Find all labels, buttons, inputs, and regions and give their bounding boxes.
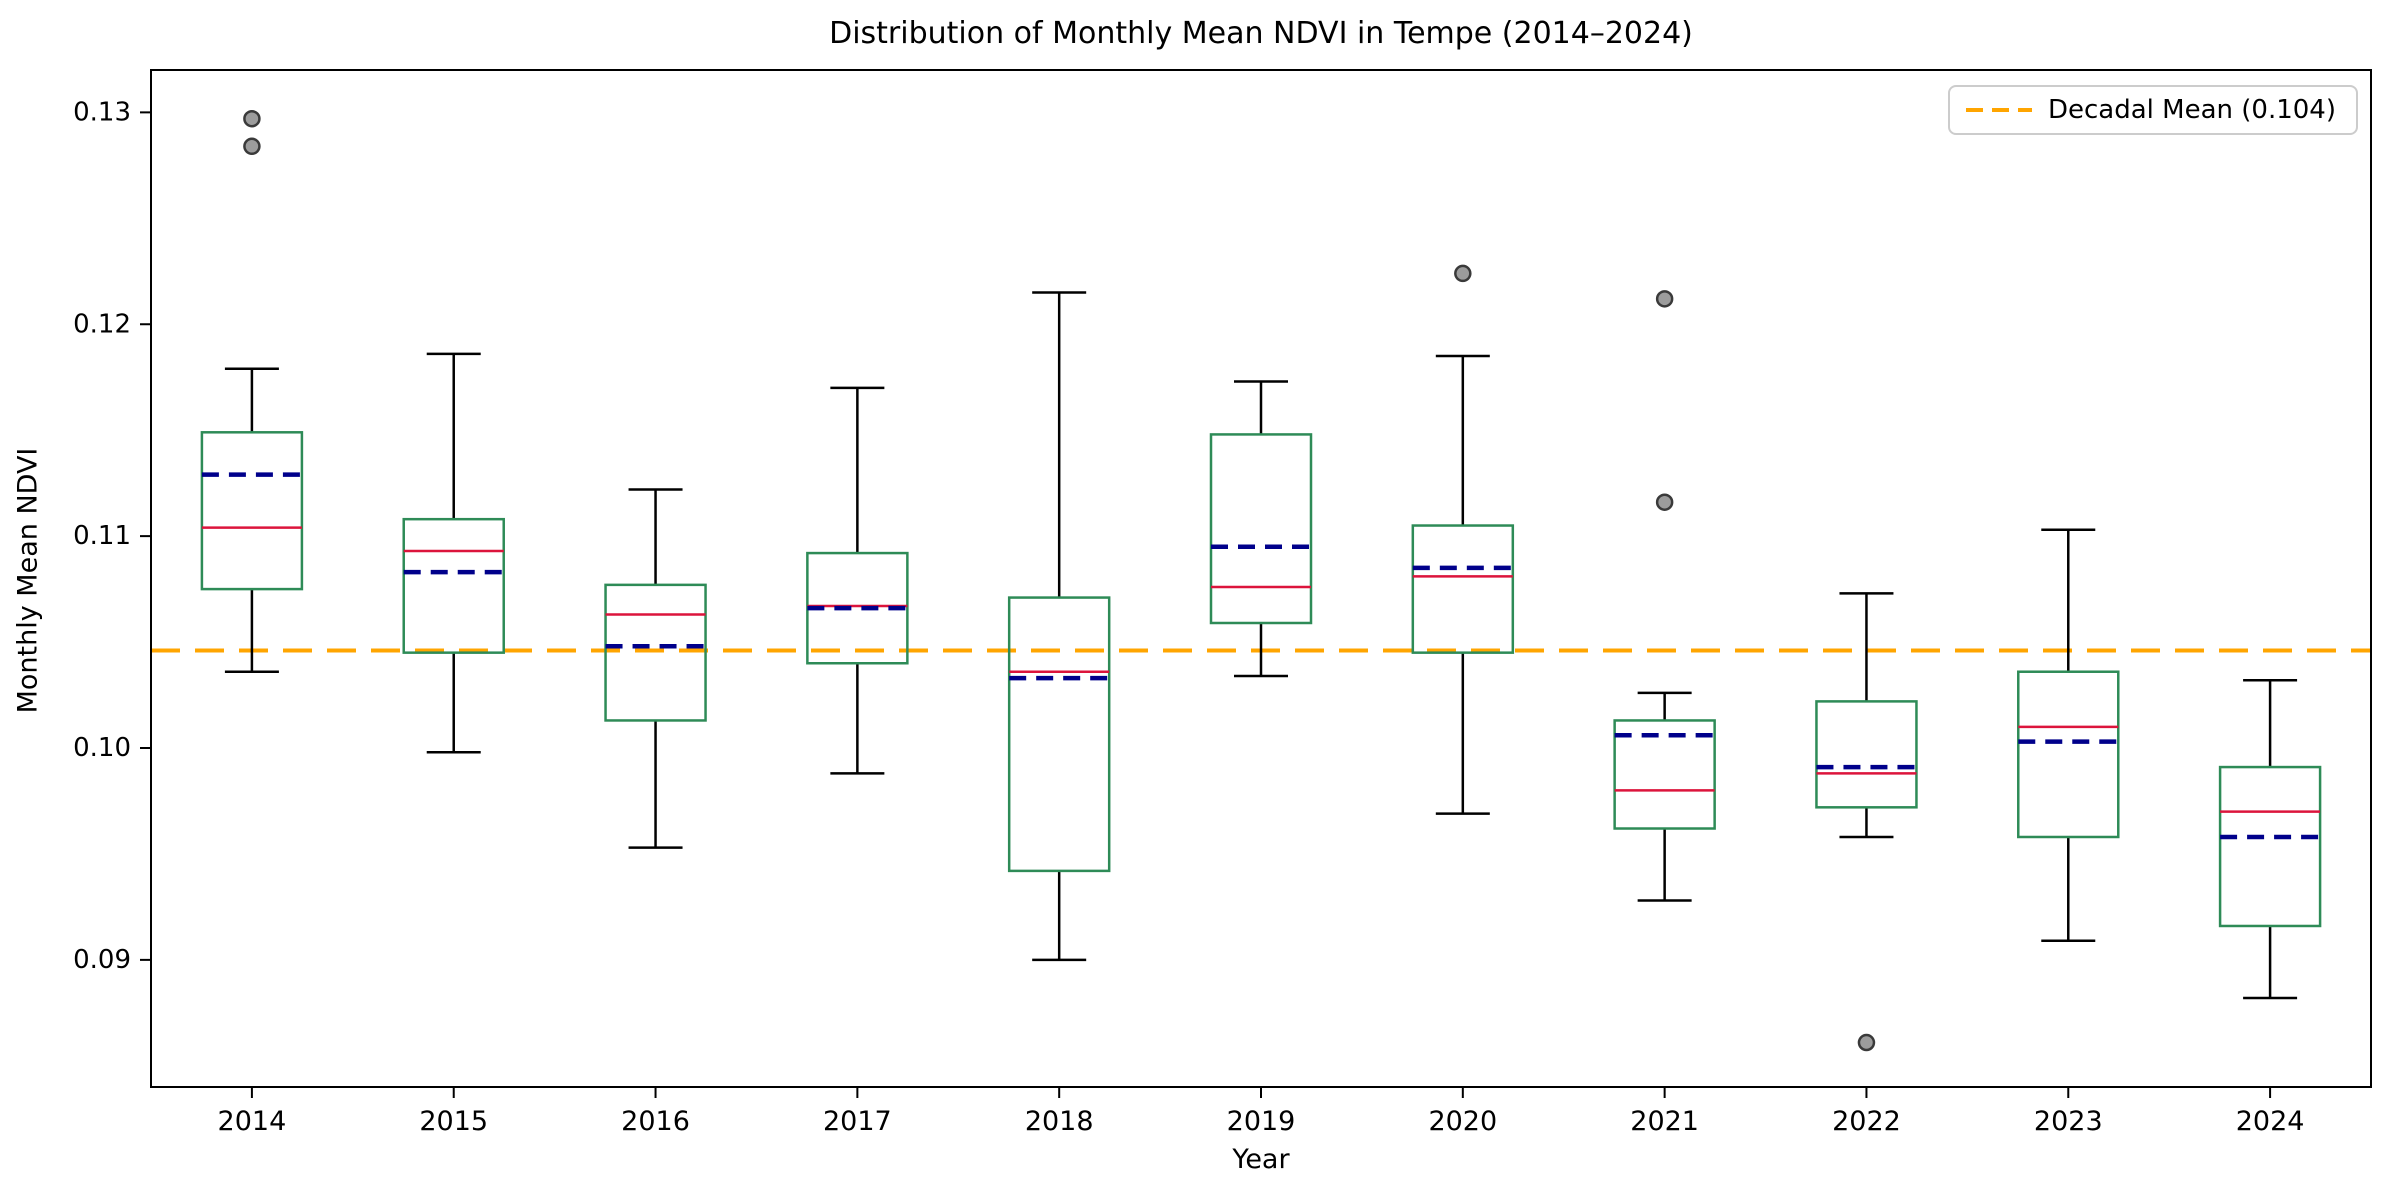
x-tick-label-2018: 2018	[1025, 1106, 1094, 1137]
legend-dash-sample-icon	[1966, 108, 2032, 112]
y-tick-label-0.09: 0.09	[73, 945, 131, 975]
outlier-2014-0	[243, 137, 261, 156]
chart-title: Distribution of Monthly Mean NDVI in Tem…	[829, 16, 1693, 51]
x-tick-label-2015: 2015	[419, 1106, 488, 1137]
x-axis-label: Year	[1232, 1144, 1290, 1175]
box-2024	[2218, 765, 2322, 928]
box-2018	[1007, 596, 1111, 873]
y-tick-label-0.10: 0.10	[73, 733, 131, 763]
x-tick-label-2017: 2017	[823, 1106, 892, 1137]
y-tick-label-0.13: 0.13	[73, 97, 131, 127]
x-tick-label-2016: 2016	[621, 1106, 690, 1137]
legend-label: Decadal Mean (0.104)	[2048, 95, 2336, 125]
x-tick-label-2021: 2021	[1630, 1106, 1699, 1137]
box-2016	[604, 583, 707, 722]
x-tick-label-2019: 2019	[1227, 1106, 1296, 1137]
outlier-2014-1	[243, 109, 261, 128]
x-tick-label-2023: 2023	[2034, 1106, 2103, 1137]
box-2020	[1411, 524, 1515, 654]
box-2022	[1815, 700, 1918, 809]
outlier-2022-0	[1857, 1033, 1876, 1052]
outlier-2020-0	[1454, 264, 1472, 283]
box-2021	[1613, 719, 1716, 830]
box-2015	[402, 517, 505, 654]
y-tick-label-0.12: 0.12	[73, 309, 131, 339]
box-2019	[1209, 433, 1313, 625]
box-2023	[2017, 670, 2120, 839]
x-tick-label-2014: 2014	[218, 1106, 287, 1137]
outlier-2021-0	[1655, 493, 1674, 511]
x-tick-label-2022: 2022	[1832, 1106, 1901, 1137]
outlier-2021-1	[1655, 290, 1674, 308]
box-2014	[200, 431, 304, 591]
legend: Decadal Mean (0.104)	[1948, 85, 2358, 135]
y-tick-label-0.11: 0.11	[73, 521, 131, 551]
x-tick-label-2024: 2024	[2236, 1106, 2305, 1137]
x-tick-label-2020: 2020	[1428, 1106, 1497, 1137]
